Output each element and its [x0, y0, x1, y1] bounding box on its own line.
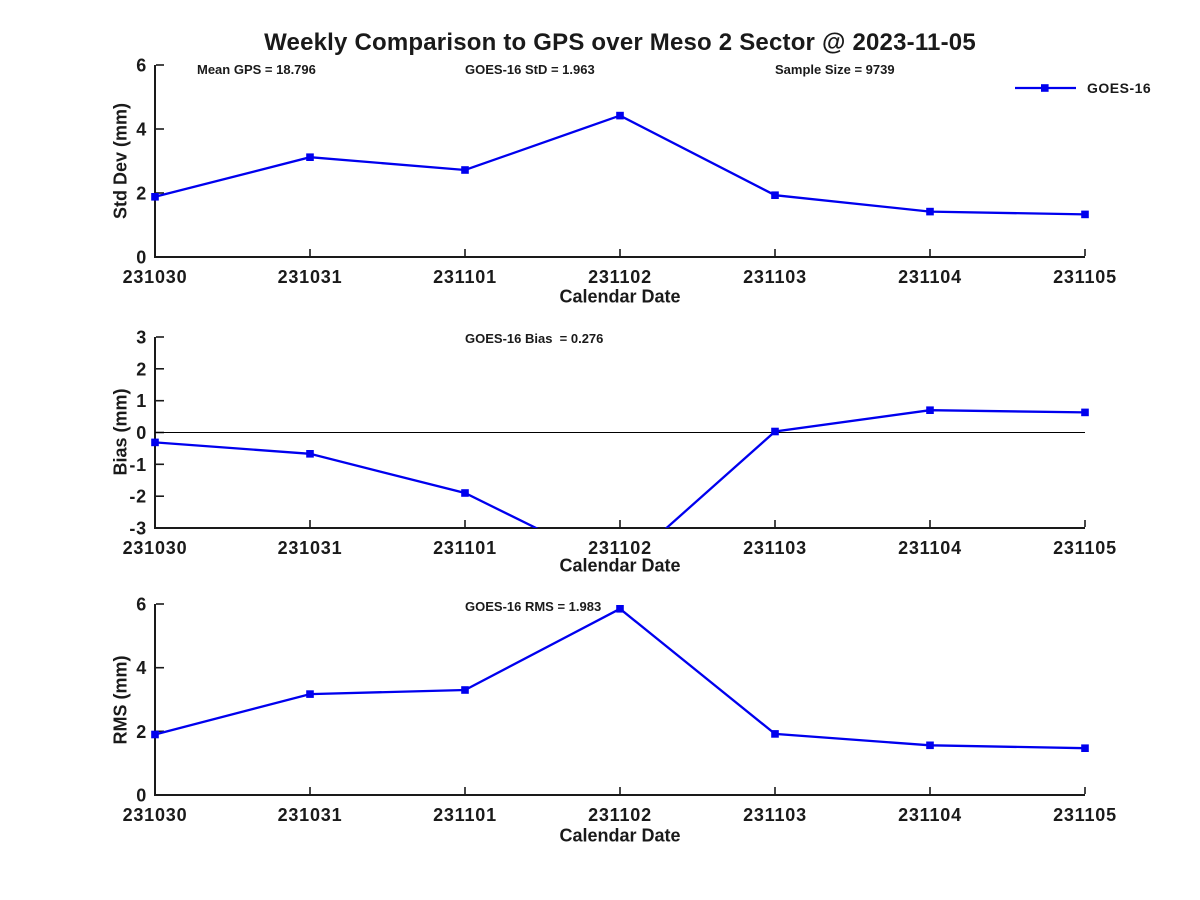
x-tick-label: 231101 [433, 805, 497, 825]
y-axis-title-rms: RMS (mm) [110, 655, 131, 745]
y-tick-label: 4 [136, 120, 147, 140]
x-tick-label: 231105 [1053, 538, 1117, 558]
x-tick-label: 231102 [588, 538, 652, 558]
stat-sample-size: Sample Size = 9739 [775, 62, 895, 77]
data-marker [306, 153, 314, 161]
y-tick-label: 2 [136, 184, 147, 204]
figure-title: Weekly Comparison to GPS over Meso 2 Sec… [264, 29, 976, 56]
data-marker [616, 111, 624, 120]
data-marker [461, 489, 469, 497]
data-marker [461, 166, 469, 174]
data-line [154, 607, 1086, 750]
stat-goes16-std: GOES-16 StD = 1.963 [465, 62, 595, 77]
y-tick-label: 2 [136, 359, 147, 379]
x-tick-label: 231031 [278, 805, 343, 825]
data-marker [151, 193, 159, 201]
x-tick-label: 231105 [1053, 267, 1117, 287]
axes-frame [154, 65, 1085, 258]
stat-mean-gps: Mean GPS = 18.796 [197, 62, 316, 77]
y-tick-label: 0 [136, 423, 147, 443]
x-tick-label: 231104 [898, 267, 962, 287]
x-tick-label: 231031 [278, 538, 343, 558]
data-line [154, 114, 1086, 216]
x-tick-label: 231102 [588, 805, 652, 825]
x-tick-label: 231030 [123, 267, 188, 287]
data-marker [771, 730, 779, 738]
x-tick-label: 231104 [898, 805, 962, 825]
y-tick-label: -1 [129, 455, 147, 475]
x-tick-label: 231103 [743, 267, 807, 287]
data-marker [1081, 408, 1089, 417]
data-marker [771, 191, 779, 199]
data-marker [461, 686, 469, 694]
y-tick-label: 3 [136, 328, 147, 348]
x-tick-label: 231102 [588, 267, 652, 287]
x-tick-label: 231103 [743, 538, 807, 558]
data-marker [1081, 210, 1089, 219]
x-tick-label: 231030 [123, 538, 188, 558]
axes-frame [154, 604, 1085, 796]
stat-goes16-rms: GOES-16 RMS = 1.983 [465, 599, 602, 614]
x-tick-label: 231101 [433, 267, 497, 287]
data-marker [306, 690, 314, 698]
data-marker [306, 450, 314, 458]
y-tick-label: 1 [136, 391, 147, 411]
stat-goes16-bias: GOES-16 Bias = 0.276 [465, 331, 604, 346]
y-tick-label: -3 [129, 519, 147, 539]
data-marker [151, 730, 159, 739]
y-tick-label: 0 [136, 248, 147, 268]
x-tick-label: 231030 [123, 805, 188, 825]
legend: GOES-16 [1014, 80, 1151, 96]
y-tick-label: 0 [136, 786, 147, 806]
y-tick-label: 4 [136, 658, 147, 678]
data-marker [926, 207, 934, 216]
x-tick-label: 231105 [1053, 805, 1117, 825]
data-marker [926, 406, 934, 414]
x-axis-title-1: Calendar Date [559, 286, 681, 307]
x-tick-label: 231031 [278, 267, 343, 287]
x-axis-title-3: Calendar Date [559, 825, 681, 846]
legend-marker-icon [1041, 84, 1049, 92]
axes-frame [154, 337, 1085, 529]
y-tick-label: 6 [136, 595, 147, 615]
x-tick-label: 231104 [898, 538, 962, 558]
data-marker [1081, 744, 1089, 752]
y-axis-title-stddev: Std Dev (mm) [110, 102, 131, 220]
data-marker [926, 741, 934, 750]
y-axis-title-bias: Bias (mm) [110, 388, 131, 476]
data-marker [616, 605, 624, 613]
legend-line-sample [1015, 84, 1076, 92]
data-marker [771, 427, 779, 436]
x-tick-label: 231103 [743, 805, 807, 825]
y-tick-label: 2 [136, 722, 147, 742]
legend-label: GOES-16 [1087, 80, 1152, 96]
y-tick-label: -2 [129, 487, 147, 507]
x-tick-label: 231101 [433, 538, 497, 558]
x-axis-title-2: Calendar Date [559, 555, 681, 576]
y-tick-label: 6 [136, 56, 147, 76]
data-marker [151, 438, 159, 447]
